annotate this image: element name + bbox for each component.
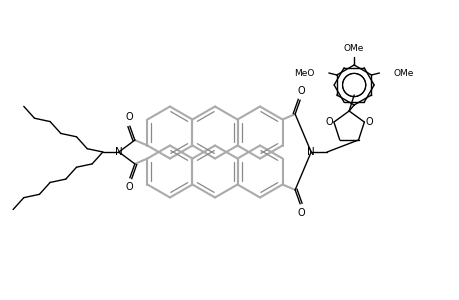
Text: OMe: OMe bbox=[343, 44, 364, 53]
Text: OMe: OMe bbox=[392, 68, 413, 77]
Text: O: O bbox=[125, 182, 132, 192]
Text: O: O bbox=[125, 112, 132, 122]
Text: MeO: MeO bbox=[294, 68, 314, 77]
Text: O: O bbox=[325, 117, 332, 127]
Text: N: N bbox=[307, 147, 314, 157]
Text: O: O bbox=[365, 117, 372, 127]
Text: O: O bbox=[297, 208, 304, 218]
Text: N: N bbox=[115, 147, 123, 157]
Text: O: O bbox=[297, 86, 304, 96]
